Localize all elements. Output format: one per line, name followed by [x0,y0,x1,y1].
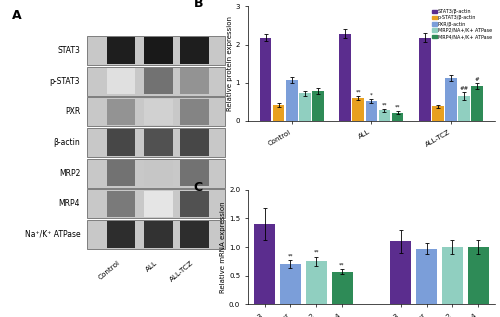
Text: β-actin: β-actin [54,138,80,147]
Bar [260,38,272,121]
Text: C: C [194,181,202,194]
Bar [390,241,411,304]
Bar [180,37,208,64]
Bar [468,247,488,304]
Text: STAT3: STAT3 [58,46,80,55]
Bar [352,98,364,121]
Bar [340,34,351,121]
Bar [180,68,208,94]
Text: ALL-TCZ: ALL-TCZ [168,260,194,283]
Bar [144,68,172,94]
Bar [107,221,136,248]
Text: MRP2: MRP2 [59,169,80,178]
Bar [180,221,208,248]
Text: PXR: PXR [65,107,80,116]
Bar [86,36,225,65]
Text: p-STAT3: p-STAT3 [50,77,80,86]
Bar [86,128,225,157]
Y-axis label: Relative mRNA expression: Relative mRNA expression [220,201,226,293]
Bar [86,97,225,126]
Bar [392,113,404,121]
Text: A: A [12,9,22,22]
Bar [144,129,172,156]
Bar [306,261,326,304]
Bar [180,99,208,125]
Text: Control: Control [98,260,121,281]
Text: **: ** [288,254,293,258]
Bar [86,67,225,96]
Text: #: # [475,77,480,81]
Bar [472,86,483,121]
Bar [107,191,136,217]
Text: Na⁺/K⁺ ATPase: Na⁺/K⁺ ATPase [24,230,80,239]
Text: *: * [370,93,373,98]
Text: **: ** [314,250,319,255]
Bar [312,91,324,121]
Bar [280,264,301,304]
Legend: STAT3/β-actin, p-STAT3/β-actin, PXR/β-actin, MRP2/NA+/K+ ATPase, MRP4/NA+/K+ ATP: STAT3/β-actin, p-STAT3/β-actin, PXR/β-ac… [432,9,492,40]
Bar [107,68,136,94]
Bar [144,99,172,125]
Text: ALL: ALL [144,260,158,273]
Bar [144,191,172,217]
Bar [432,107,444,121]
Bar [180,129,208,156]
Bar [299,94,310,121]
Bar [419,38,431,121]
Bar [144,160,172,186]
Bar [442,247,463,304]
Bar [86,220,225,249]
Bar [366,101,378,121]
Text: ##: ## [460,86,469,91]
Bar [458,96,470,121]
Text: B: B [194,0,203,10]
Bar [446,78,457,121]
Bar [86,159,225,188]
Bar [272,105,284,121]
Bar [107,160,136,186]
Bar [416,249,437,304]
Bar [107,37,136,64]
Bar [107,99,136,125]
Bar [144,37,172,64]
Bar [254,224,275,304]
Text: **: ** [356,90,361,94]
Bar [180,191,208,217]
Text: **: ** [340,263,345,268]
Text: MRP4: MRP4 [58,199,80,208]
Bar [144,221,172,248]
Bar [286,80,298,121]
Y-axis label: Relative protein expression: Relative protein expression [227,16,233,111]
Text: **: ** [382,103,387,107]
Bar [180,160,208,186]
Bar [107,129,136,156]
Bar [378,110,390,121]
Text: **: ** [395,105,400,110]
Bar [332,272,352,304]
Bar [86,189,225,218]
